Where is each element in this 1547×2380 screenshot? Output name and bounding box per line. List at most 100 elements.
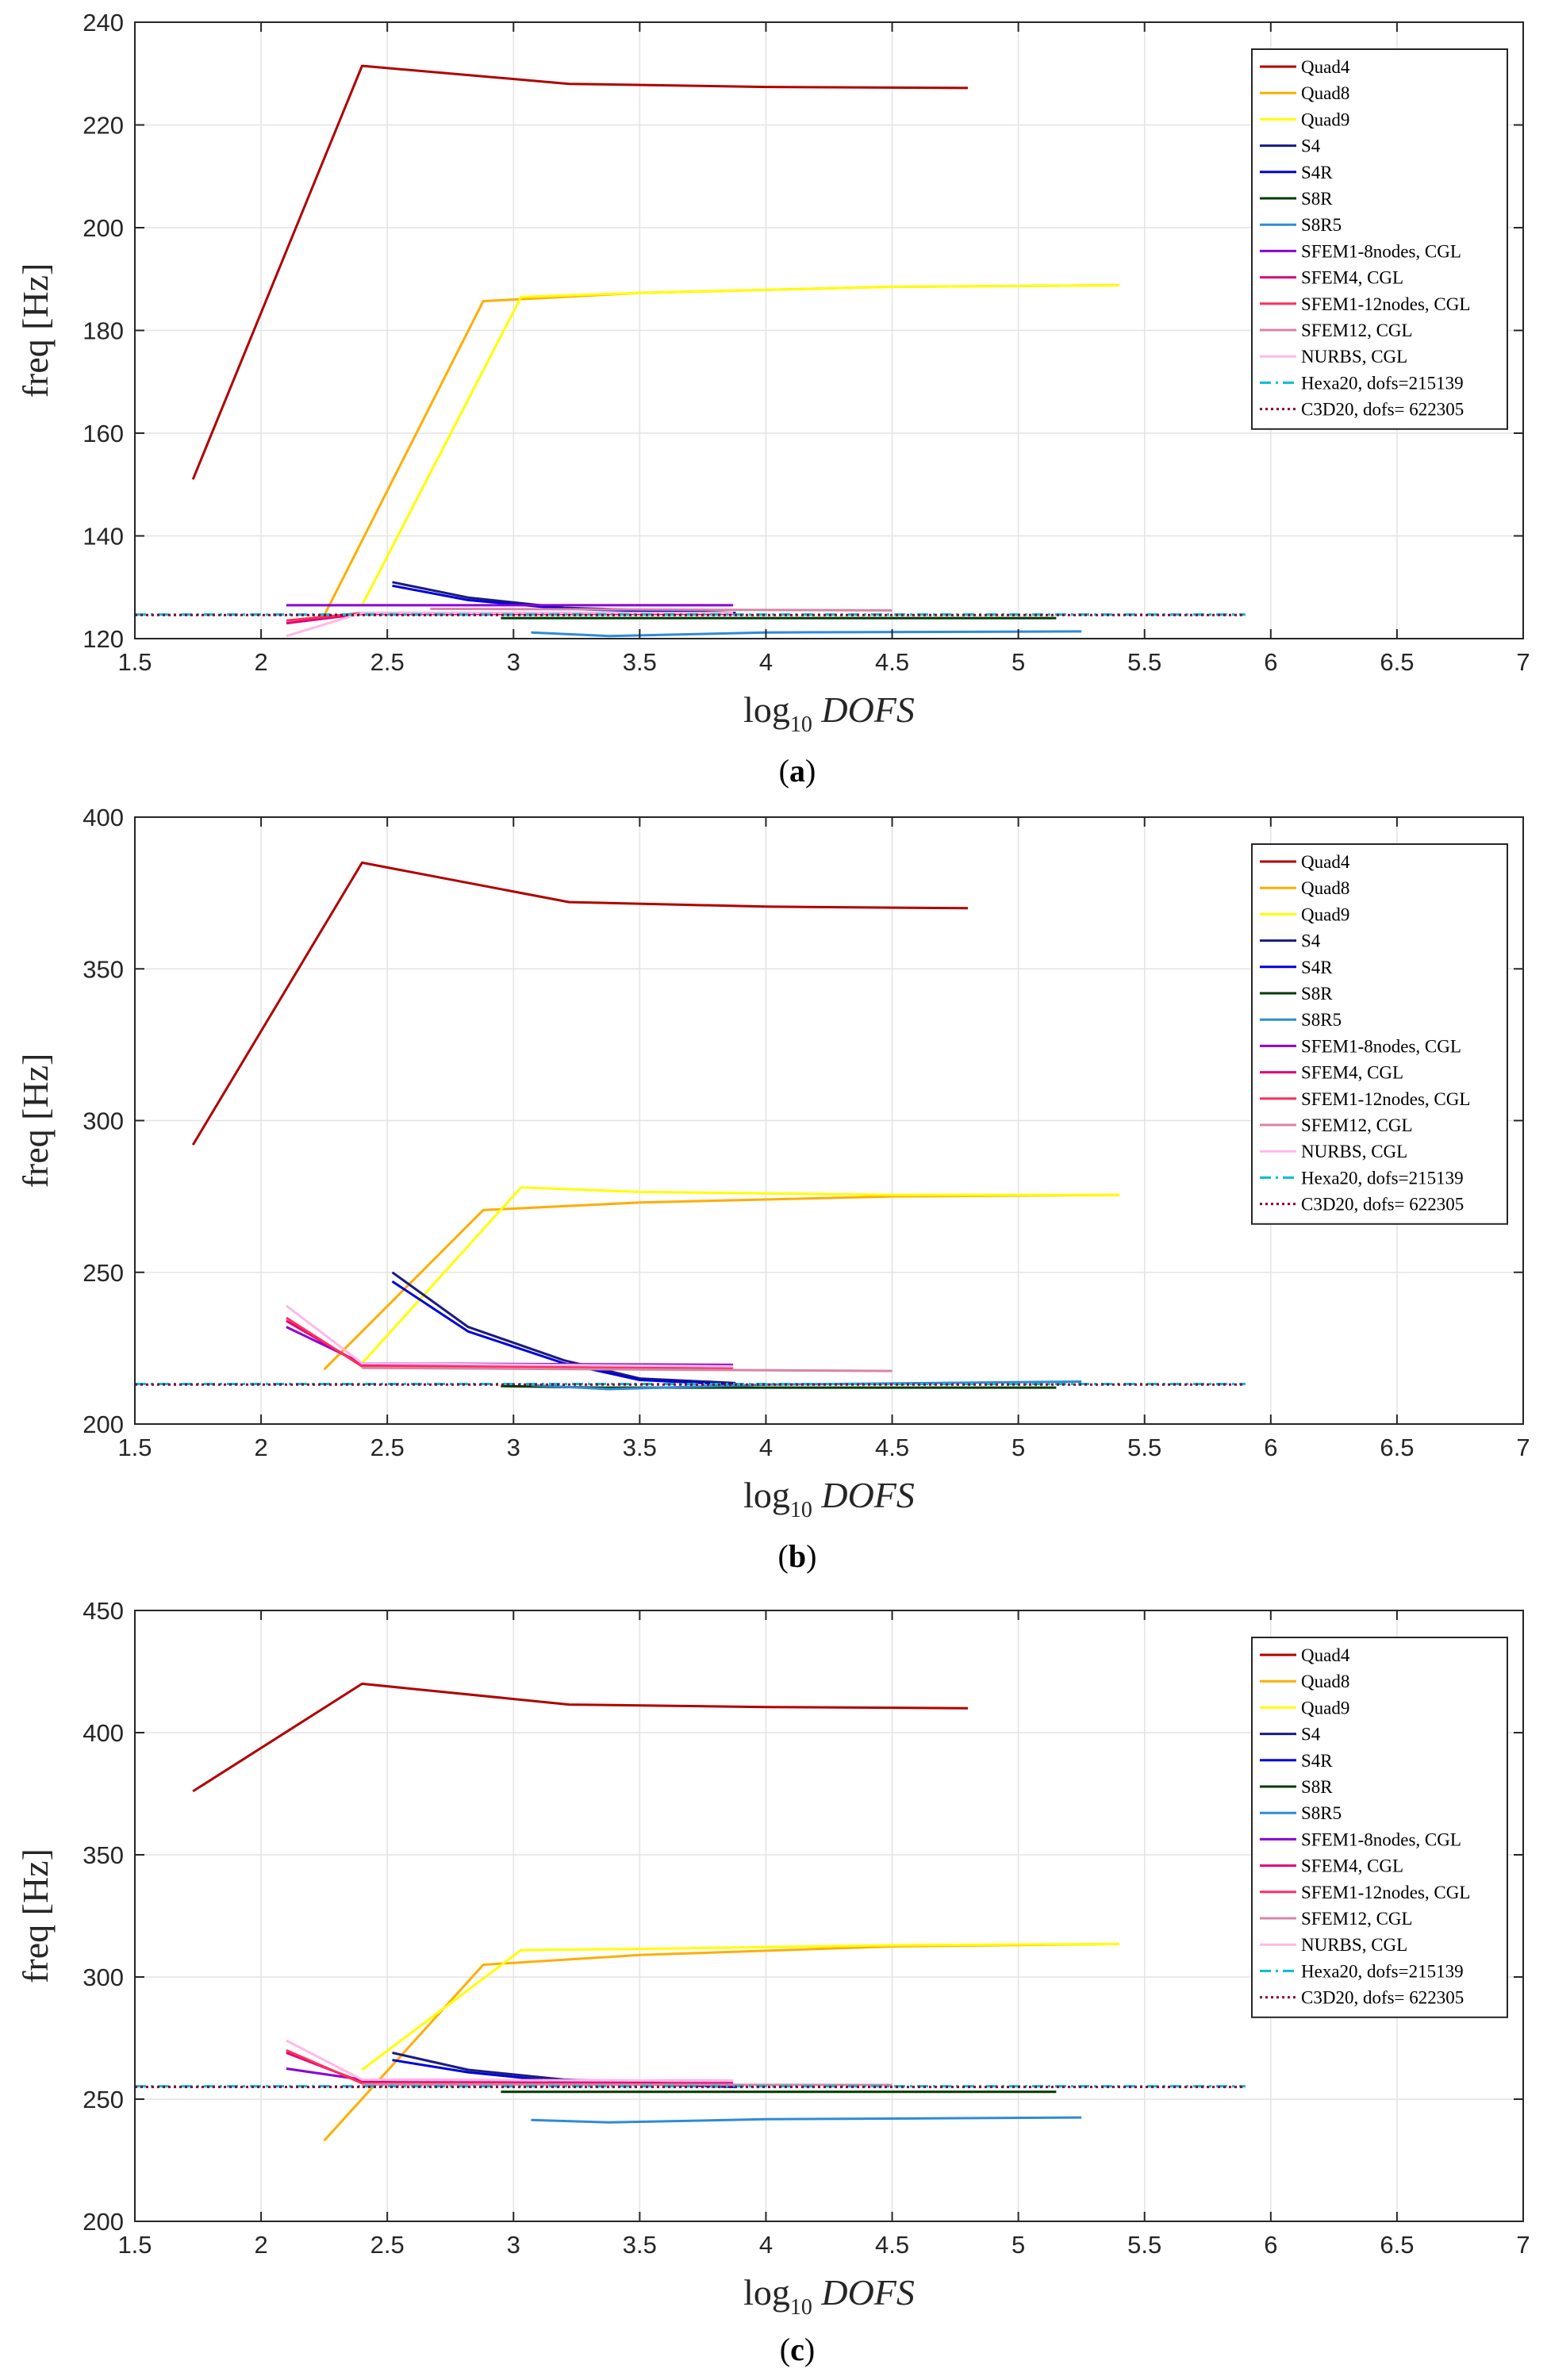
y-tick-label: 450 xyxy=(83,1597,124,1625)
series-line-quad9 xyxy=(361,1942,1119,2071)
x-tick-label: 6 xyxy=(1264,2231,1277,2259)
legend-entry: S4R xyxy=(1301,163,1333,182)
x-tick-label: 3 xyxy=(507,2231,520,2259)
x-axis-label: log10 DOFS xyxy=(743,2272,915,2320)
x-tick-label: 5 xyxy=(1012,648,1025,676)
chart-panel-a: 1.5 2 2.5 3 3.5 4 4.5 5 5.5 6 6.5 7 120 140 160 180 200 2… xyxy=(15,9,1530,789)
y-tick-label: 300 xyxy=(83,1964,124,1991)
legend-entry: S8R xyxy=(1301,984,1333,1004)
legend-entry: Hexa20, dofs=215139 xyxy=(1301,373,1464,393)
legend-entry: NURBS, CGL xyxy=(1301,347,1407,367)
series-line-nurbs-cgl xyxy=(285,1304,734,1368)
x-tick-label: 6.5 xyxy=(1380,2231,1414,2259)
series-line-quad4 xyxy=(191,861,969,1146)
y-axis-label: freq [Hz] xyxy=(15,1848,56,1983)
x-tick-label: 2.5 xyxy=(370,1434,405,1461)
x-tick-label: 3.5 xyxy=(623,1434,657,1461)
legend-entry: Quad8 xyxy=(1301,83,1349,103)
series-line-quad9 xyxy=(361,284,1119,606)
legend-entry: SFEM12, CGL xyxy=(1301,321,1413,340)
legend-entry: Quad8 xyxy=(1301,1672,1349,1691)
legend-entry: SFEM4, CGL xyxy=(1301,1063,1403,1083)
x-tick-label: 7 xyxy=(1516,2231,1530,2259)
legend-entry: Quad4 xyxy=(1301,1645,1350,1665)
series-line-sfem12-cgl xyxy=(362,1366,892,1372)
series-line-s8r5 xyxy=(531,630,1082,638)
legend-entry: S4R xyxy=(1301,1751,1333,1771)
y-tick-label: 200 xyxy=(83,2208,124,2236)
axes-frame xyxy=(134,1610,1524,2222)
series-line-sfem12-cgl xyxy=(362,2083,892,2086)
legend-entry: SFEM1-8nodes, CGL xyxy=(1301,1036,1461,1056)
x-axis-label: log10 DOFS xyxy=(743,689,915,737)
panel-caption: (c) xyxy=(780,2332,815,2367)
x-tick-label: 5.5 xyxy=(1127,648,1161,676)
y-tick-label: 120 xyxy=(83,625,124,653)
x-tick-label: 2 xyxy=(254,1434,267,1461)
y-tick-label: 400 xyxy=(83,1719,124,1747)
x-tick-label: 1.5 xyxy=(117,1434,152,1461)
series-line-quad9 xyxy=(361,1186,1119,1365)
legend-entry: SFEM4, CGL xyxy=(1301,268,1403,288)
x-tick-label: 5.5 xyxy=(1127,2231,1161,2259)
x-tick-label: 4 xyxy=(759,2231,773,2259)
legend-entry: S8R5 xyxy=(1301,215,1342,235)
series-line-quad4 xyxy=(191,64,969,480)
x-tick-label: 6.5 xyxy=(1380,648,1414,676)
legend-entry: S8R5 xyxy=(1301,1803,1342,1823)
legend-entry: SFEM4, CGL xyxy=(1301,1856,1403,1876)
legend-entry: S4 xyxy=(1301,931,1321,951)
legend-entry: NURBS, CGL xyxy=(1301,1142,1407,1161)
y-tick-label: 140 xyxy=(83,523,124,551)
y-tick-label: 200 xyxy=(83,1411,124,1438)
x-tick-label: 5 xyxy=(1012,2231,1025,2259)
legend-entry: Quad4 xyxy=(1301,852,1350,872)
series-line-s8r5 xyxy=(531,2116,1082,2124)
legend-entry: S8R xyxy=(1301,1777,1333,1797)
legend-box xyxy=(1251,48,1508,430)
legend: Quad4 Quad8 Quad9 S4 S4R S8R S8R5 SFEM1-8nodes,… xyxy=(1251,1637,1508,2018)
x-axis-label: log10 DOFS xyxy=(743,1475,915,1522)
legend-entry: C3D20, dofs= 622305 xyxy=(1301,1195,1464,1215)
y-tick-label: 240 xyxy=(83,9,124,36)
legend-entry: C3D20, dofs= 622305 xyxy=(1301,400,1464,420)
series-line-nurbs-cgl xyxy=(286,2039,734,2082)
legend: Quad4 Quad8 Quad9 S4 S4R S8R S8R5 SFEM1-8nodes,… xyxy=(1251,48,1508,430)
x-tick-label: 7 xyxy=(1516,1434,1530,1461)
x-tick-label: 4 xyxy=(759,648,773,676)
x-tick-label: 6.5 xyxy=(1380,1434,1414,1461)
x-tick-label: 2 xyxy=(254,648,267,676)
legend-entry: SFEM12, CGL xyxy=(1301,1115,1413,1135)
chart-panel-b: 1.5 2 2.5 3 3.5 4 4.5 5 5.5 6 6.5 7 200 250 300 350 400 f… xyxy=(15,804,1530,1574)
series-line-sfem12-cgl xyxy=(430,607,892,612)
x-tick-label: 5 xyxy=(1012,1434,1025,1461)
legend-entry: Quad4 xyxy=(1301,57,1350,77)
legend-entry: Hexa20, dofs=215139 xyxy=(1301,1168,1464,1188)
series-line-quad4 xyxy=(192,1682,969,1793)
x-tick-label: 1.5 xyxy=(117,648,152,676)
y-axis-label: freq [Hz] xyxy=(15,1054,56,1188)
legend-entry: S4 xyxy=(1301,136,1321,156)
x-tick-label: 2.5 xyxy=(370,648,405,676)
y-tick-label: 250 xyxy=(83,2086,124,2113)
x-tick-label: 3.5 xyxy=(623,2231,657,2259)
x-tick-label: 4.5 xyxy=(875,1434,909,1461)
series-line-s4 xyxy=(391,1271,736,1384)
x-tick-label: 3 xyxy=(507,1434,520,1461)
y-tick-label: 220 xyxy=(83,112,124,140)
y-tick-label: 350 xyxy=(83,955,124,983)
x-tick-label: 4.5 xyxy=(875,2231,909,2259)
x-tick-label: 2.5 xyxy=(370,2231,405,2259)
legend-entry: SFEM1-8nodes, CGL xyxy=(1301,1829,1461,1849)
legend-entry: SFEM1-12nodes, CGL xyxy=(1301,1089,1470,1109)
legend-entry: Hexa20, dofs=215139 xyxy=(1301,1961,1464,1981)
x-tick-label: 2 xyxy=(254,2231,267,2259)
series-line-sfem1-12nodes-cgl xyxy=(286,1316,734,1369)
y-tick-label: 180 xyxy=(83,317,124,345)
chart-panel-c: 1.5 2 2.5 3 3.5 4 4.5 5 5.5 6 6.5 7 200 250 300 350 400 4… xyxy=(15,1597,1530,2367)
legend-entry: Quad8 xyxy=(1301,878,1349,898)
legend-entry: SFEM12, CGL xyxy=(1301,1909,1413,1929)
series-line-nurbs-cgl xyxy=(286,612,734,638)
legend-entry: SFEM1-12nodes, CGL xyxy=(1301,1883,1470,1902)
